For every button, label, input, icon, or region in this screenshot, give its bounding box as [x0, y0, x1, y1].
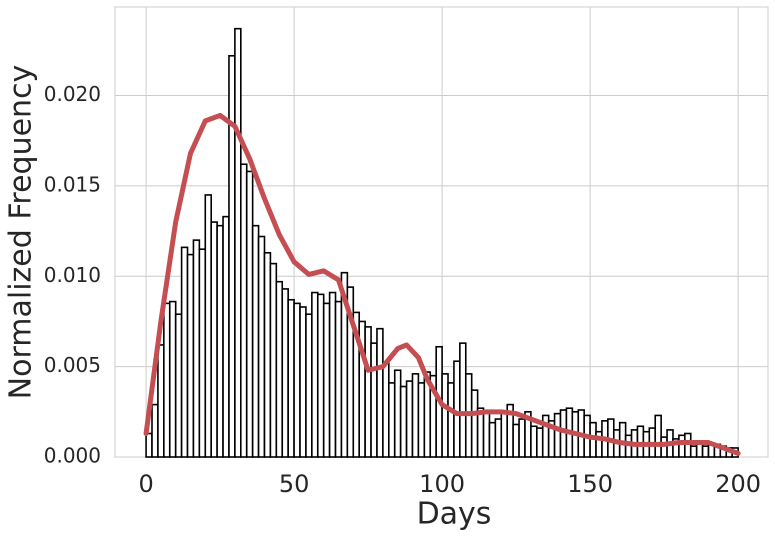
bar: [405, 380, 414, 458]
bar: [287, 298, 295, 458]
bar: [180, 246, 189, 458]
bar: [376, 327, 384, 458]
bar: [459, 342, 467, 458]
bar: [494, 418, 503, 458]
bar: [388, 382, 396, 458]
bar: [470, 389, 479, 458]
y-tick-label: 0.000: [44, 444, 101, 468]
bar: [316, 293, 325, 458]
bar: [305, 313, 313, 458]
bar: [701, 445, 710, 458]
bar: [370, 342, 378, 458]
y-tick-label: 0.010: [44, 263, 101, 287]
bar: [151, 403, 159, 458]
bar: [530, 425, 538, 458]
y-tick-label: 0.005: [44, 353, 101, 377]
bar: [157, 344, 165, 458]
bar: [281, 288, 289, 458]
bar: [198, 248, 207, 458]
bar: [636, 425, 645, 458]
bar: [482, 411, 491, 458]
bar: [174, 313, 183, 458]
bar: [216, 224, 224, 458]
bar: [299, 306, 307, 458]
bar: [311, 291, 319, 458]
bar: [163, 302, 171, 458]
bar: [245, 170, 254, 458]
bar: [240, 163, 248, 458]
bar: [168, 300, 177, 458]
bar: [234, 27, 242, 458]
bar: [145, 432, 153, 458]
bar: [293, 302, 301, 458]
y-axis-label: Normalized Frequency: [4, 65, 39, 400]
bar: [660, 436, 668, 458]
bar: [678, 434, 686, 458]
x-axis-label: Days: [417, 497, 492, 532]
bar: [447, 382, 455, 458]
bar: [488, 421, 497, 458]
bar: [500, 411, 509, 458]
x-tick-label: 200: [715, 470, 761, 498]
bar: [228, 54, 236, 458]
bar: [393, 369, 402, 458]
bar: [684, 432, 692, 458]
bar: [512, 423, 520, 458]
bar: [275, 280, 284, 458]
bar: [222, 215, 230, 458]
bar: [536, 427, 544, 458]
bar: [411, 373, 420, 458]
bar: [251, 224, 260, 458]
bar: [204, 194, 213, 458]
x-tick-label: 0: [138, 470, 153, 498]
bar: [654, 414, 662, 458]
bar: [689, 445, 698, 458]
bar: [186, 253, 195, 458]
bar: [263, 251, 272, 458]
y-tick-label: 0.015: [44, 172, 101, 196]
bar: [334, 300, 343, 458]
bar: [476, 407, 485, 458]
x-tick-label: 150: [567, 470, 613, 498]
bar: [210, 221, 218, 458]
bar: [192, 239, 201, 458]
bar: [257, 235, 266, 458]
bar: [518, 418, 526, 458]
bar: [553, 412, 562, 458]
bar: [417, 382, 426, 458]
bar: [399, 385, 408, 458]
bar: [382, 362, 390, 458]
bar: [453, 360, 461, 458]
bar: [328, 291, 337, 458]
bar: [269, 262, 278, 458]
bar: [618, 421, 627, 458]
bar: [322, 302, 331, 458]
y-tick-label: 0.020: [44, 82, 101, 106]
x-tick-label: 100: [419, 470, 465, 498]
density-line: [143, 112, 741, 456]
bar: [364, 326, 372, 458]
x-tick-label: 50: [279, 470, 310, 498]
bar: [441, 373, 449, 458]
